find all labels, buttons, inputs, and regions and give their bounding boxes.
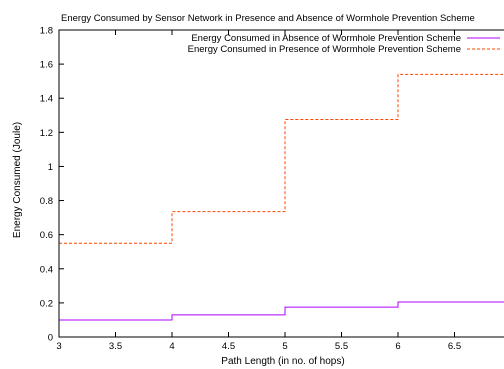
x-tick-label: 4.5: [222, 341, 235, 352]
y-tick-label: 1.8: [40, 26, 53, 37]
x-tick-label: 4: [169, 341, 174, 352]
series-line-1: [59, 73, 504, 244]
y-axis-label: Energy Consumed (Joule): [12, 122, 23, 238]
x-tick-label: 3.5: [109, 341, 122, 352]
axis-ticks: 0 0.2 0.4 0.6 0.8 1 1.2 1.4 1.6 1.8 3 3.5 4 4.5 5 5.5 6 6…: [40, 26, 461, 353]
y-tick-label: 0.2: [40, 298, 53, 309]
x-tick-label: 5: [282, 341, 287, 352]
plot-frame: [58, 29, 504, 338]
series-lines: [59, 73, 504, 321]
x-tick-label: 5.5: [335, 341, 348, 352]
legend: Energy Consumed in Absence of Wormhole P…: [188, 33, 500, 55]
y-tick-label: 0.6: [40, 230, 53, 241]
legend-label-presence: Energy Consumed in Presence of Wormhole …: [188, 44, 461, 55]
x-tick-label: 6.5: [448, 341, 461, 352]
y-tick-label: 1.2: [40, 128, 53, 139]
y-tick-label: 0.4: [40, 264, 53, 275]
legend-label-absence: Energy Consumed in Absence of Wormhole P…: [191, 33, 461, 44]
x-axis-label: Path Length (in no. of hops): [221, 356, 344, 367]
y-tick-label: 0: [48, 333, 53, 344]
y-tick-label: 1.6: [40, 60, 53, 71]
x-tick-label: 3: [56, 341, 61, 352]
y-tick-label: 0.8: [40, 196, 53, 207]
y-tick-label: 1.4: [40, 94, 53, 105]
chart-title: Energy Consumed by Sensor Network in Pre…: [61, 13, 475, 24]
y-tick-label: 1: [48, 162, 53, 173]
x-tick-label: 6: [395, 341, 400, 352]
series-line-0: [59, 301, 504, 321]
